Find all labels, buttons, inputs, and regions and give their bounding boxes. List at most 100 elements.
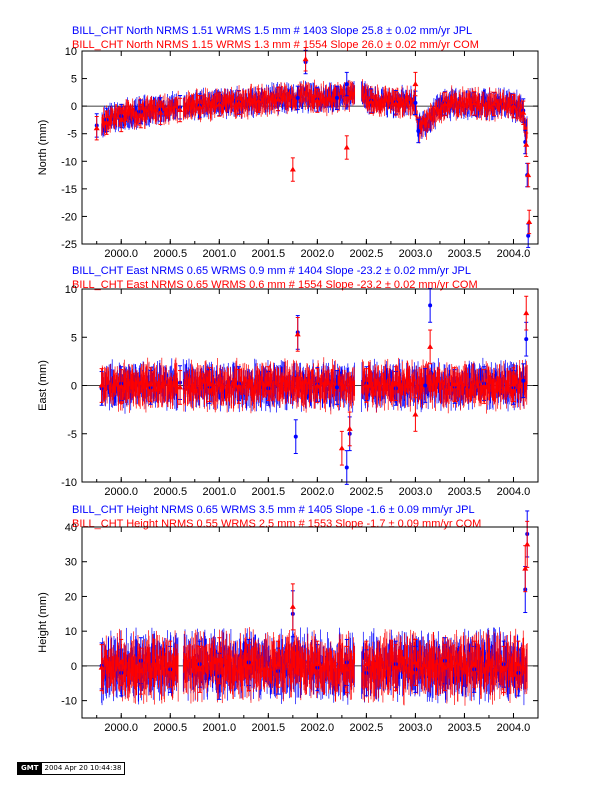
data-point [510, 103, 517, 109]
data-point [93, 125, 100, 131]
data-point [294, 331, 301, 337]
plot-frame [81, 50, 539, 245]
data-point [343, 144, 350, 150]
data-point [412, 81, 419, 87]
x-tick-label: 2003.0 [399, 486, 433, 498]
data-point [338, 445, 345, 451]
y-tick-label: 5 [71, 332, 77, 344]
y-tick-label: 0 [71, 381, 77, 393]
data-point [314, 97, 321, 103]
height-panel: BILL_CHT Height NRMS 0.65 WRMS 3.5 mm # … [37, 504, 539, 734]
data-point [363, 382, 370, 388]
x-tick-label: 2001.0 [202, 248, 236, 260]
data-point [392, 100, 399, 106]
height-title-jpl: BILL_CHT Height NRMS 0.65 WRMS 3.5 mm # … [72, 504, 475, 516]
data-point [510, 381, 517, 387]
data-point [265, 380, 272, 386]
x-tick-label: 2002.5 [350, 248, 384, 260]
y-tick-label: -10 [61, 156, 77, 168]
north-panel: BILL_CHT North NRMS 1.51 WRMS 1.5 mm # 1… [37, 25, 539, 260]
data-point [196, 104, 203, 110]
series-jpl [94, 49, 531, 248]
y-tick-label: -15 [61, 184, 77, 196]
north-title-jpl: BILL_CHT North NRMS 1.51 WRMS 1.5 mm # 1… [72, 25, 472, 37]
data-point [428, 303, 433, 308]
data-point [147, 381, 154, 387]
data-point [525, 172, 532, 178]
y-axis-label: North (mm) [37, 120, 49, 176]
x-tick-label: 2001.5 [251, 248, 285, 260]
data-point [255, 97, 262, 103]
data-point [334, 95, 339, 100]
data-point [177, 107, 184, 113]
x-tick-label: 2000.5 [153, 486, 187, 498]
data-point [520, 109, 527, 115]
data-point [275, 95, 282, 101]
data-point [302, 56, 309, 62]
x-tick-label: 2002.0 [301, 486, 335, 498]
x-tick-label: 2002.0 [301, 248, 335, 260]
data-point [481, 383, 488, 389]
data-point [346, 425, 353, 431]
data-point [416, 128, 421, 133]
data-point [334, 385, 339, 390]
y-tick-label: 10 [65, 284, 77, 296]
data-point [118, 383, 125, 389]
data-point [451, 381, 458, 387]
east-title-com: BILL_CHT East NRMS 0.65 WRMS 0.6 mm # 15… [72, 279, 478, 291]
data-point [523, 310, 530, 316]
x-tick-label: 2002.5 [350, 486, 384, 498]
y-tick-label: -25 [61, 239, 77, 251]
data-point [344, 82, 349, 87]
data-point [526, 218, 533, 224]
y-tick-label: 0 [71, 101, 77, 113]
x-tick-label: 2001.5 [251, 486, 285, 498]
data-point [423, 383, 428, 388]
data-point [524, 337, 529, 342]
data-point [235, 99, 242, 105]
x-tick-label: 2000.0 [104, 248, 138, 260]
data-point [293, 434, 298, 439]
y-tick-label: -5 [67, 129, 77, 141]
data-point [206, 381, 213, 387]
east-title-jpl: BILL_CHT East NRMS 0.65 WRMS 0.9 mm # 14… [72, 265, 471, 277]
y-tick-label: -5 [67, 429, 77, 441]
x-tick-label: 2000.0 [104, 486, 138, 498]
data-point [289, 166, 296, 172]
data-point [413, 100, 418, 105]
x-tick-label: 2004.0 [497, 486, 531, 498]
y-tick-label: -10 [61, 477, 77, 489]
data-point [216, 101, 223, 107]
data-point [392, 380, 399, 386]
data-point [103, 119, 110, 125]
y-tick-label: 5 [71, 74, 77, 86]
x-tick-label: 2003.5 [448, 248, 482, 260]
data-point [157, 109, 164, 115]
data-point [118, 116, 125, 122]
data-point [526, 233, 531, 238]
data-point [98, 382, 105, 388]
series-com [98, 295, 530, 466]
north-title-com: BILL_CHT North NRMS 1.15 WRMS 1.3 mm # 1… [72, 39, 479, 51]
data-point [412, 411, 419, 417]
x-tick-label: 2000.5 [153, 248, 187, 260]
height-title-com: BILL_CHT Height NRMS 0.55 WRMS 2.5 mm # … [72, 518, 481, 530]
x-tick-label: 2003.0 [399, 248, 433, 260]
data-point [490, 100, 497, 106]
data-point [521, 378, 526, 383]
data-point [344, 465, 349, 470]
data-point [235, 383, 242, 389]
data-point [314, 382, 321, 388]
data-point [137, 113, 144, 119]
x-tick-label: 2003.5 [448, 486, 482, 498]
x-tick-label: 2004.0 [497, 248, 531, 260]
data-point [427, 343, 434, 349]
data-point [368, 98, 375, 104]
data-point [471, 100, 478, 106]
x-tick-label: 2001.0 [202, 486, 236, 498]
data-point [441, 100, 448, 106]
data-point [177, 384, 184, 390]
data-point [523, 141, 530, 147]
y-tick-label: 10 [65, 46, 77, 58]
east-panel: BILL_CHT East NRMS 0.65 WRMS 0.9 mm # 14… [37, 265, 539, 498]
